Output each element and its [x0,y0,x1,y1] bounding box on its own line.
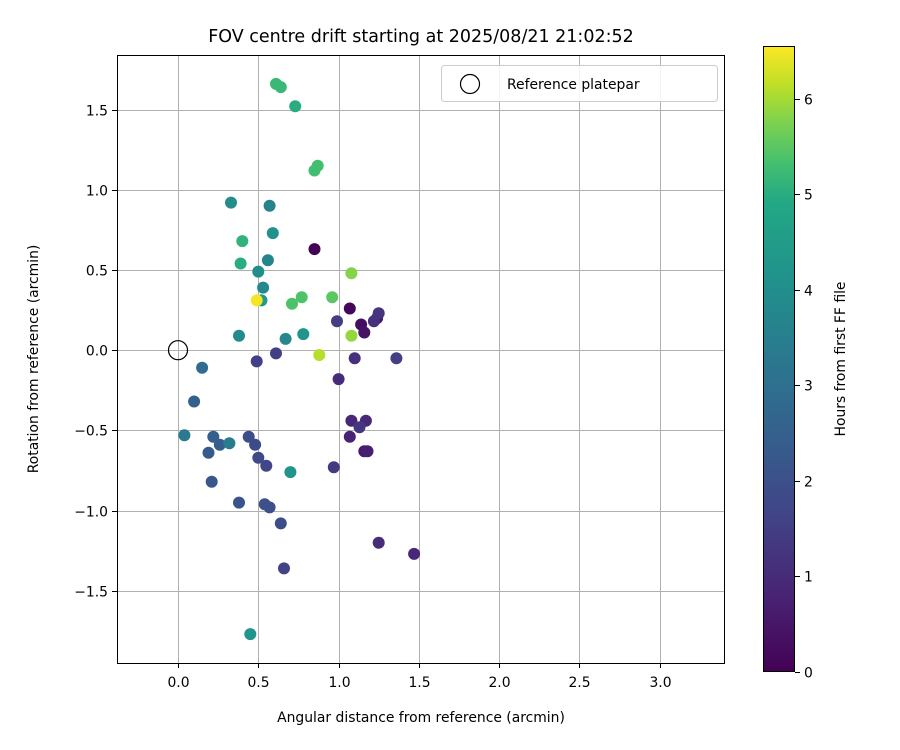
data-point-63 [313,349,326,361]
colorbar-tick-label-1: 1 [804,570,813,586]
colorbar-tick-label-4: 4 [804,284,813,300]
data-point-10 [332,373,345,386]
data-point-53 [236,235,249,248]
reference-marker-group [167,340,189,361]
data-point-38 [223,437,236,450]
y-tick-label-4: 0.5 [86,264,108,280]
data-point-59 [295,291,308,304]
colorbar-tick-label-0: 0 [804,666,813,682]
legend-label-reference-platepar: Reference platepar [507,77,640,93]
data-point-32 [202,446,215,459]
x-tick-label-1: 0.5 [247,675,269,691]
data-point-35 [188,395,201,408]
data-point-30 [233,496,245,509]
data-point-3 [358,326,371,339]
data-point-14 [408,547,421,560]
data-point-29 [263,501,276,514]
data-point-15 [372,536,385,549]
data-point-57 [308,164,321,177]
data-point-40 [261,254,274,267]
data-point-17 [327,461,340,474]
data-point-47 [297,328,310,341]
data-point-1 [343,302,356,315]
colorbar-tick-label-5: 5 [804,188,813,204]
reference-platepar-marker [167,340,189,361]
data-point-52 [234,257,247,270]
data-point-8 [345,414,358,427]
y-axis-ticks: −1.5 −1.0 −0.5 0.0 0.5 1.0 1.5 [74,104,117,601]
scatter-points [178,77,421,641]
colorbar-tick-label-3: 3 [804,379,813,395]
data-point-58 [286,297,298,310]
data-point-45 [225,196,237,209]
x-tick-label-0: 0.0 [167,675,189,691]
colorbar-ticks: 0 1 2 3 4 5 6 [795,93,813,682]
x-tick-label-5: 2.5 [568,675,590,691]
data-point-46 [266,227,279,240]
legend-box [441,65,718,102]
x-axis-label: Angular distance from reference (arcmin) [277,710,565,726]
data-point-33 [213,438,226,451]
data-point-60 [326,291,339,304]
data-point-62 [345,329,358,342]
grid-lines [117,55,724,663]
data-point-43 [233,329,245,342]
chart-title: FOV centre drift starting at 2025/08/21 … [208,27,634,47]
data-point-49 [244,628,257,641]
y-tick-label-0: −1.5 [74,585,108,601]
y-axis-label: Rotation from reference (arcmin) [26,245,42,474]
data-point-11 [348,352,361,365]
colorbar-label: Hours from first FF file [833,282,849,437]
colorbar-tick-label-6: 6 [804,93,813,109]
data-point-6 [361,445,374,458]
data-point-51 [289,100,302,113]
data-point-44 [252,265,265,278]
y-tick-label-1: −1.0 [74,505,108,521]
colorbar-frame [763,46,795,672]
data-point-61 [345,267,358,280]
colorbar-gradient [763,46,795,672]
data-point-23 [260,459,273,472]
data-point-13 [372,307,385,320]
data-point-37 [178,429,191,442]
data-point-34 [207,430,220,443]
data-point-55 [274,81,287,94]
data-point-22 [278,562,290,575]
data-point-39 [263,199,276,212]
data-point-19 [390,352,403,365]
data-point-36 [196,361,209,374]
legend-marker-open-circle [459,73,481,95]
colorbar-tick-label-2: 2 [804,475,813,491]
data-point-31 [205,475,218,488]
data-point-20 [270,347,282,360]
data-point-18 [331,315,343,328]
x-tick-label-3: 1.5 [408,675,430,691]
plot-frame [117,55,725,664]
data-point-0 [308,243,321,256]
y-tick-label-5: 1.0 [86,184,108,200]
data-point-21 [250,355,263,368]
y-tick-label-3: 0.0 [86,344,108,360]
data-point-25 [249,438,262,451]
x-tick-label-4: 2.0 [488,675,510,691]
data-point-41 [279,332,292,345]
x-tick-label-2: 1.0 [328,675,350,691]
legend: Reference platepar [441,65,718,102]
colorbar: 0 1 2 3 4 5 6 Hours from first FF file [763,46,849,682]
data-point-42 [257,281,270,294]
data-point-26 [242,430,255,443]
data-point-24 [252,451,265,464]
data-point-27 [274,517,287,530]
x-tick-label-6: 3.0 [649,675,671,691]
data-point-7 [343,430,356,443]
y-tick-label-6: 1.5 [86,104,108,120]
data-point-16 [353,421,366,434]
data-point-48 [284,466,297,479]
x-axis-ticks: 0.0 0.5 1.0 1.5 2.0 2.5 3.0 [167,663,672,691]
y-tick-label-2: −0.5 [74,424,108,440]
data-point-64 [250,294,263,307]
